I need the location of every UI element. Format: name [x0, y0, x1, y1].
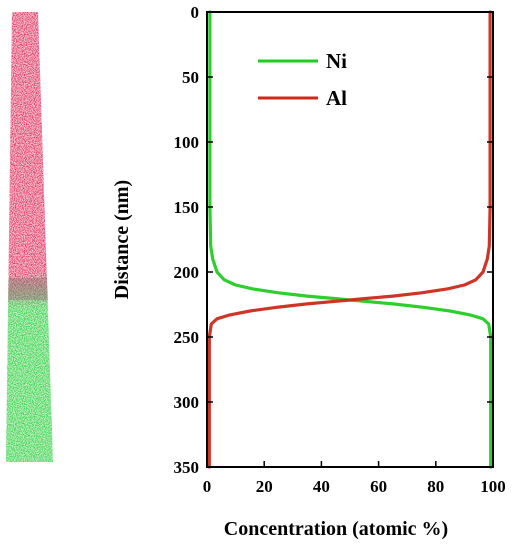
x-tick-label: 40	[313, 477, 330, 496]
x-tick-label: 0	[203, 477, 212, 496]
x-axis-title: Concentration (atomic %)	[224, 518, 448, 540]
legend-label-ni: Ni	[326, 49, 347, 73]
x-tick-label: 60	[370, 477, 387, 496]
y-tick-label: 350	[174, 458, 200, 477]
legend-label-al: Al	[326, 86, 347, 110]
y-tick-label: 250	[174, 328, 200, 347]
series-line-al	[207, 10, 492, 469]
series-line-ni	[208, 10, 493, 469]
y-tick-label: 300	[174, 393, 200, 412]
tip-interface-band	[8, 278, 48, 300]
y-tick-label: 100	[174, 133, 200, 152]
x-tick-label: 100	[480, 477, 506, 496]
x-tick-label: 20	[256, 477, 273, 496]
legend: Ni Al	[258, 49, 347, 110]
tip-body	[6, 12, 53, 462]
x-axis-ticks: 0 20 40 60 80 100	[203, 461, 506, 496]
y-axis-title: Distance (nm)	[111, 180, 133, 299]
y-axis-ticks: 0 50 100 150 200 250 300 350	[174, 3, 493, 477]
x-tick-label: 80	[427, 477, 444, 496]
y-tick-label: 50	[182, 68, 199, 87]
concentration-profile-chart: 0 50 100 150 200 250 300 350 0 20 40 60 80 100 Dista…	[111, 3, 506, 540]
y-tick-label: 150	[174, 198, 200, 217]
atom-probe-reconstruction	[6, 12, 53, 462]
series-layer	[207, 10, 493, 469]
y-tick-label: 200	[174, 263, 200, 282]
y-tick-label: 0	[191, 3, 200, 22]
plot-frame	[206, 11, 494, 468]
